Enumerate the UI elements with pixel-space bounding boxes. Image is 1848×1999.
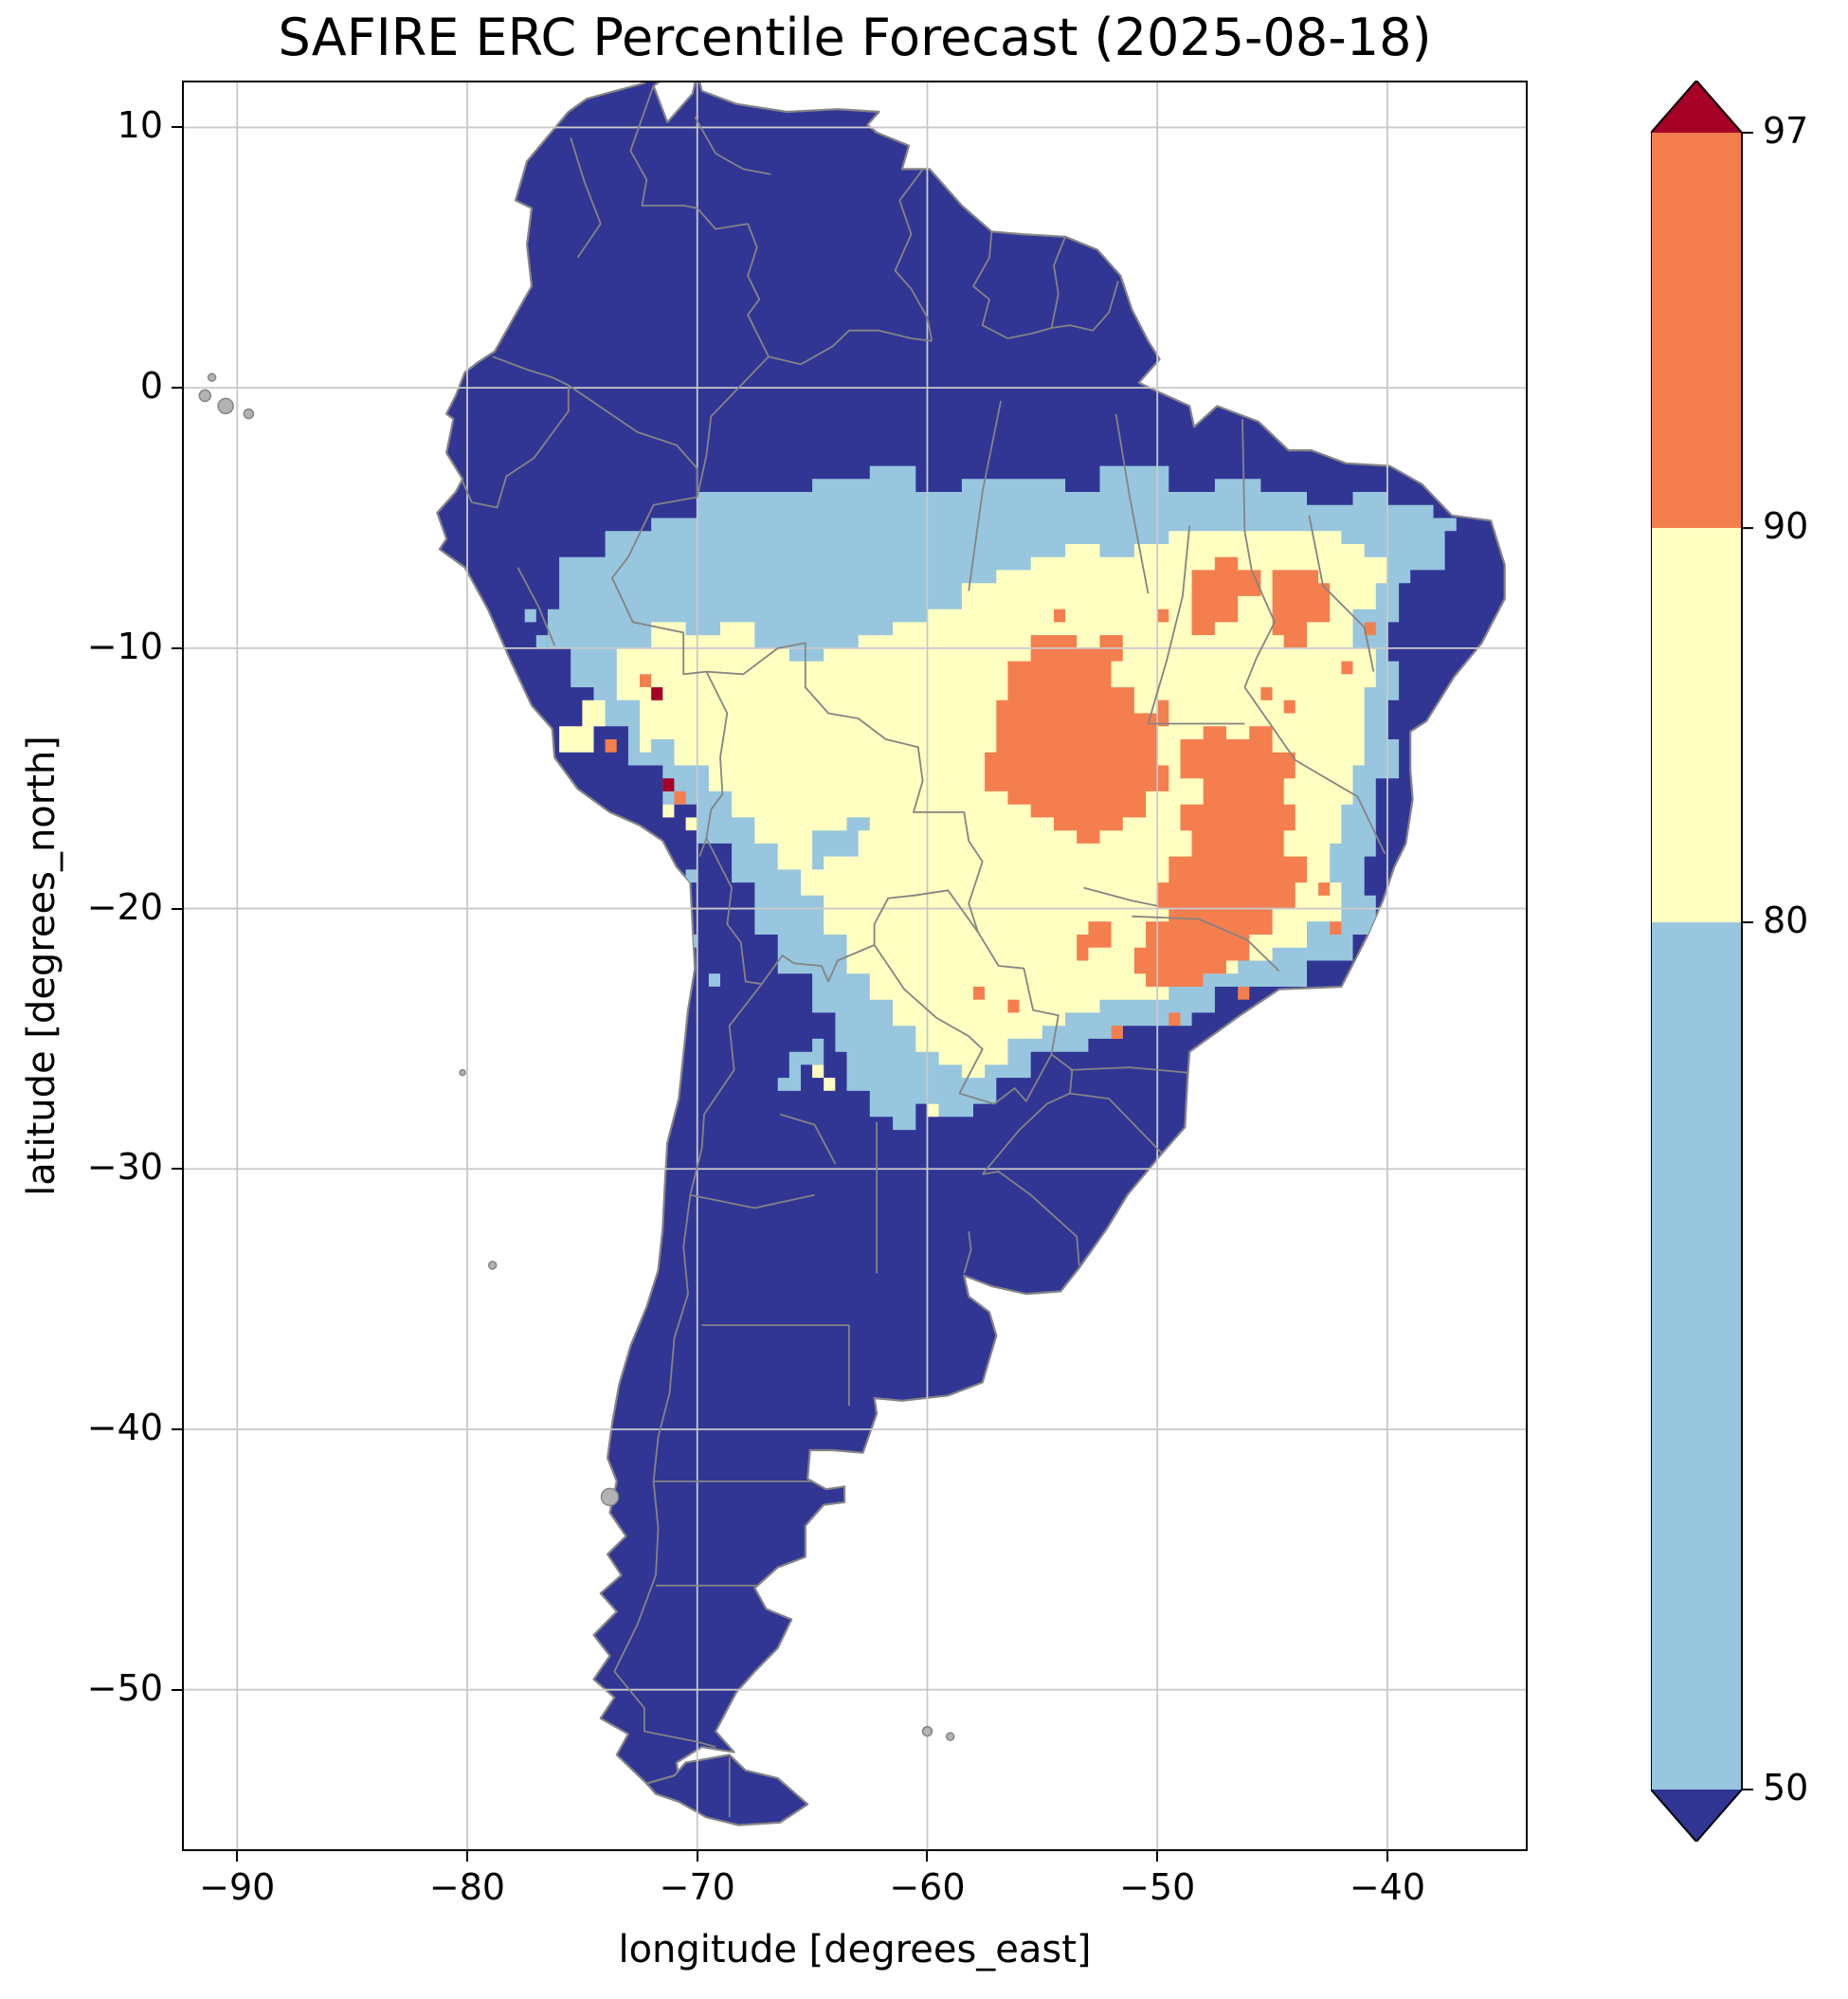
y-tick-mark <box>172 126 182 129</box>
y-tick-label: 10 <box>117 104 163 147</box>
x-tick-label: −70 <box>659 1866 735 1908</box>
y-tick-label: −40 <box>86 1406 163 1448</box>
admin-borders <box>459 85 1386 1818</box>
y-tick-mark <box>172 1427 182 1430</box>
x-axis-label: longitude [degrees_east] <box>618 1928 1092 1972</box>
colorbar-segment-80-90 <box>1651 528 1742 923</box>
x-tick-mark <box>1156 1851 1159 1862</box>
y-tick-mark <box>172 646 182 649</box>
y-tick-label: −30 <box>86 1146 163 1189</box>
x-tick-mark <box>465 1851 468 1862</box>
colorbar-tick-label: 80 <box>1763 900 1809 942</box>
x-tick-mark <box>236 1851 239 1862</box>
grid-lines <box>182 81 1528 1851</box>
y-tick-label: −50 <box>86 1666 163 1709</box>
y-tick-label: −10 <box>86 625 163 667</box>
x-tick-label: −60 <box>889 1866 966 1908</box>
y-tick-label: 0 <box>139 365 163 408</box>
map-canvas <box>182 81 1528 1851</box>
colorbar-over-arrow <box>1651 81 1742 133</box>
x-tick-label: −90 <box>199 1866 276 1908</box>
x-tick-label: −50 <box>1119 1866 1196 1908</box>
y-tick-mark <box>172 907 182 910</box>
map-plot-area <box>182 81 1528 1851</box>
colorbar-tick-label: 90 <box>1763 505 1809 548</box>
plot-frame <box>182 81 1528 1851</box>
x-tick-mark <box>926 1851 929 1862</box>
x-tick-mark <box>696 1851 698 1862</box>
colorbar-under-arrow <box>1651 1790 1742 1842</box>
x-tick-label: −80 <box>428 1866 506 1908</box>
y-tick-mark <box>172 1688 182 1691</box>
page-title: SAFIRE ERC Percentile Forecast (2025-08-… <box>278 8 1432 67</box>
percentile-regions <box>524 465 1457 1131</box>
x-tick-label: −40 <box>1349 1866 1426 1908</box>
y-tick-label: −20 <box>86 885 163 928</box>
islands <box>198 373 955 1741</box>
colorbar-segment-50-80 <box>1651 922 1742 1790</box>
colorbar-tick-label: 97 <box>1763 110 1809 152</box>
x-tick-mark <box>1386 1851 1388 1862</box>
colorbar <box>1651 81 1753 1842</box>
y-tick-mark <box>172 387 182 390</box>
colorbar-segment-90-97 <box>1651 133 1742 529</box>
colorbar-tick-label: 50 <box>1763 1767 1809 1808</box>
y-axis-label: latitude [degrees_north] <box>20 736 63 1196</box>
y-tick-mark <box>172 1168 182 1171</box>
